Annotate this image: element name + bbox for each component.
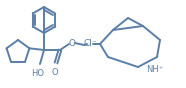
Text: O: O	[68, 39, 76, 48]
Text: Cl⁻: Cl⁻	[83, 40, 97, 48]
Text: O: O	[52, 68, 58, 77]
Text: HO: HO	[31, 69, 44, 78]
Text: NH⁺: NH⁺	[146, 65, 163, 73]
